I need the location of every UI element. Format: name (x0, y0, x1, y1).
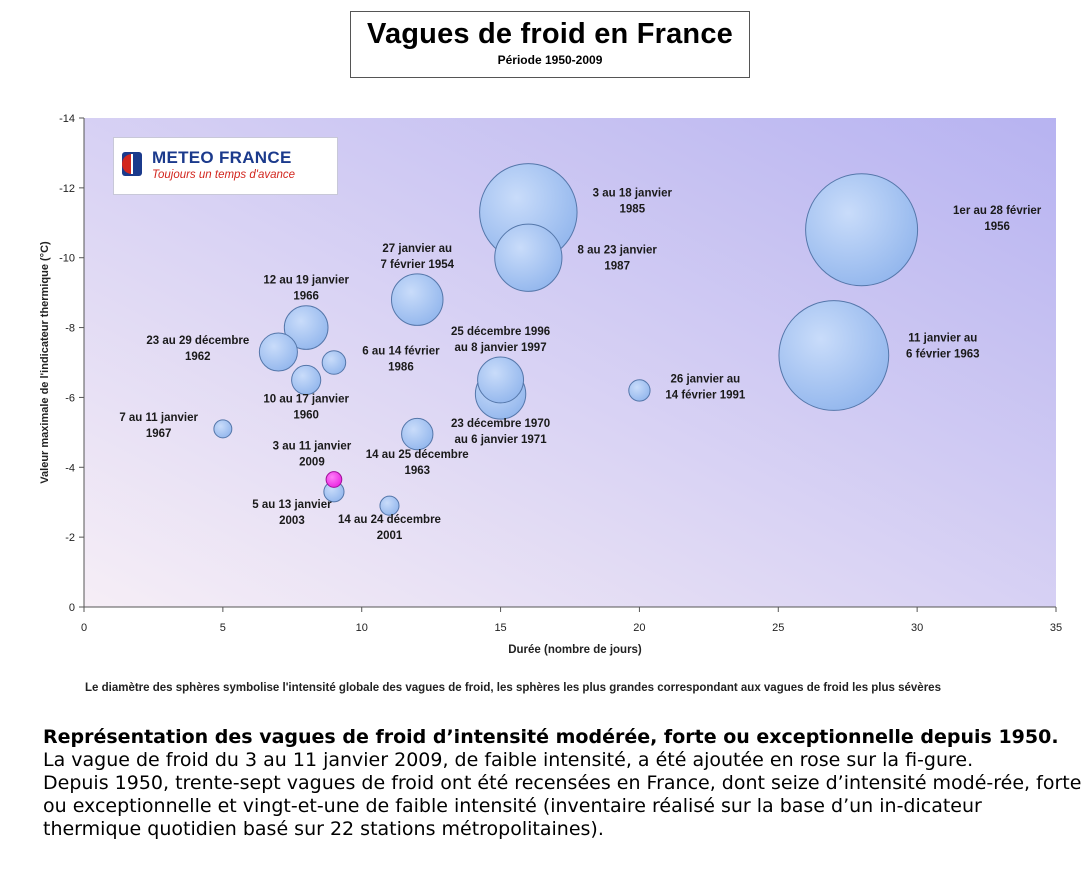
y-tick-label: -6 (65, 392, 75, 404)
bubble (494, 223, 563, 292)
data-label: 1er au 28 février 1956 (953, 205, 1042, 233)
data-label-line: 1985 (620, 203, 646, 215)
data-label-line: au 8 janvier 1997 (455, 342, 547, 354)
x-tick-label: 10 (356, 622, 368, 634)
data-label-line: 1986 (388, 362, 414, 374)
data-label-highlight: 3 au 11 janvier 2009 (273, 441, 352, 469)
bubble (291, 364, 322, 396)
y-tick-label: -8 (65, 323, 75, 335)
y-tick-label: -14 (59, 113, 75, 125)
data-label: 27 janvier au 7 février 1954 (380, 243, 454, 271)
bubble-chart: 0 -2 -4 -6 -8 -10 -12 -14 0 5 10 15 20 25 30 35 Durée (n… (39, 113, 1062, 656)
y-tick-label: 0 (69, 602, 75, 614)
y-tick-label: -12 (59, 183, 75, 195)
figure-caption: Représentation des vagues de froid d’int… (43, 726, 1083, 841)
bubble (283, 305, 329, 350)
bubble (778, 300, 890, 411)
bubble-highlight (325, 471, 343, 488)
data-label-line: 25 décembre 1996 (451, 326, 550, 338)
data-label-line: 1960 (293, 410, 319, 422)
data-label: 11 janvier au 6 février 1963 (906, 333, 980, 361)
x-tick-label: 20 (633, 622, 645, 634)
bubble (321, 350, 347, 375)
data-label: 23 décembre 1970 au 6 janvier 1971 (451, 418, 550, 446)
data-label-line: 14 au 25 décembre (366, 449, 469, 461)
x-tick-label: 15 (494, 622, 506, 634)
chart-subtitle: Période 1950-2009 (497, 53, 603, 67)
x-tick-label: 35 (1050, 622, 1062, 634)
bubble (401, 417, 434, 451)
data-label: 25 décembre 1996 au 8 janvier 1997 (451, 326, 550, 354)
x-tick-label: 5 (220, 622, 226, 634)
data-label-line: 2003 (279, 515, 305, 527)
data-label-line: 26 janvier au (670, 373, 740, 385)
meteo-france-logo-icon (122, 152, 142, 176)
data-label-line: au 6 janvier 1971 (455, 434, 548, 446)
data-label-line: 1967 (146, 428, 172, 440)
bubble (213, 419, 233, 439)
y-tick-label: -4 (65, 462, 75, 474)
x-axis-label: Durée (nombre de jours) (508, 644, 642, 656)
data-label: 14 au 25 décembre 1963 (366, 449, 469, 477)
caption-paragraph2: Depuis 1950, trente-sept vagues de froid… (43, 772, 1082, 840)
data-label: 23 au 29 décembre 1962 (146, 335, 249, 363)
data-label-line: 11 janvier au (908, 333, 977, 345)
data-label-line: 23 au 29 décembre (146, 335, 249, 347)
y-tick-label: -10 (59, 253, 75, 265)
data-label-line: 12 au 19 janvier (263, 275, 349, 287)
data-label: 7 au 11 janvier 1967 (119, 412, 198, 440)
data-label: 14 au 24 décembre 2001 (338, 514, 441, 542)
data-label-line: 14 au 24 décembre (338, 514, 441, 526)
data-label-line: 14 février 1991 (665, 389, 746, 401)
y-axis-label: Valeur maximale de l'indicateur thermiqu… (39, 241, 51, 484)
caption-line1: La vague de froid du 3 au 11 janvier 200… (43, 749, 974, 771)
data-label-line: 7 février 1954 (380, 259, 454, 271)
y-tick-label: -2 (65, 532, 75, 544)
data-label: 6 au 14 février 1986 (362, 346, 440, 374)
logo-name: METEO FRANCE (152, 148, 292, 167)
data-label-line: 1966 (293, 291, 319, 303)
data-label: 12 au 19 janvier 1966 (263, 275, 349, 303)
data-label-line: 3 au 11 janvier (273, 441, 352, 453)
bubble (390, 273, 444, 326)
data-label-line: 6 février 1963 (906, 349, 980, 361)
chart-footnote: Le diamètre des sphères symbolise l'inte… (85, 682, 941, 694)
data-label-line: 6 au 14 février (362, 346, 440, 358)
bubble (477, 356, 525, 404)
data-label: 5 au 13 janvier 2003 (252, 499, 332, 527)
chart-title-box: Vagues de froid en France Période 1950-2… (350, 11, 750, 78)
data-label-line: 2001 (377, 530, 403, 542)
x-tick-label: 30 (911, 622, 923, 634)
data-label-line: 1987 (604, 261, 630, 273)
data-label-line: 5 au 13 janvier (252, 499, 332, 511)
data-label-line: 10 au 17 janvier (263, 394, 349, 406)
x-tick-label: 0 (81, 622, 87, 634)
bubble (805, 173, 919, 287)
data-label-line: 8 au 23 janvier (578, 245, 658, 257)
bubble (628, 379, 651, 402)
data-label: 8 au 23 janvier 1987 (578, 245, 658, 273)
meteo-france-logo: METEO FRANCE Toujours un temps d'avance (113, 137, 338, 195)
chart-title: Vagues de froid en France (367, 18, 733, 50)
data-label-line: 3 au 18 janvier (593, 187, 673, 199)
data-label: 10 au 17 janvier 1960 (263, 394, 349, 422)
data-label-line: 27 janvier au (382, 243, 452, 255)
data-label-line: 1962 (185, 351, 211, 363)
logo-tagline: Toujours un temps d'avance (152, 169, 296, 181)
bubble (258, 332, 298, 372)
data-label: 3 au 18 janvier 1985 (593, 187, 673, 215)
data-label-line: 2009 (299, 457, 325, 469)
data-label-line: 1956 (984, 221, 1010, 233)
bubble (379, 495, 400, 516)
data-label-line: 1963 (404, 465, 430, 477)
data-label: 26 janvier au 14 février 1991 (665, 373, 746, 401)
data-label-line: 23 décembre 1970 (451, 418, 550, 430)
caption-bold-lead: Représentation des vagues de froid d’int… (43, 726, 1059, 748)
data-label-line: 7 au 11 janvier (119, 412, 198, 424)
data-label-line: 1er au 28 février (953, 205, 1042, 217)
x-tick-label: 25 (772, 622, 784, 634)
